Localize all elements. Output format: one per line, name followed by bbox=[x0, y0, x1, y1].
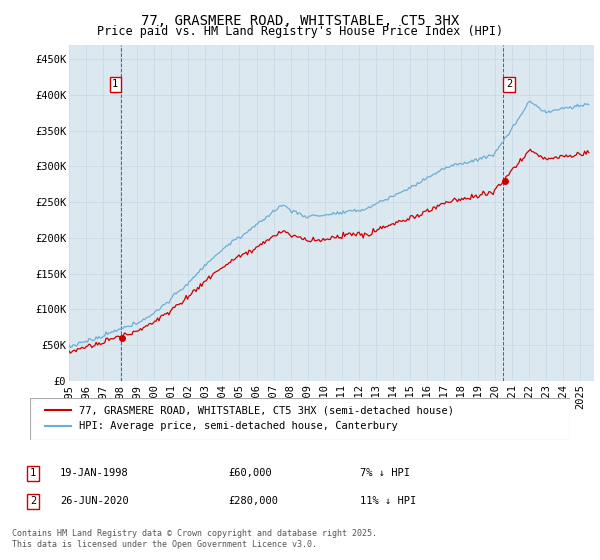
Text: 26-JUN-2020: 26-JUN-2020 bbox=[60, 496, 129, 506]
Text: Contains HM Land Registry data © Crown copyright and database right 2025.
This d: Contains HM Land Registry data © Crown c… bbox=[12, 529, 377, 549]
Text: 2: 2 bbox=[30, 496, 36, 506]
Text: 77, GRASMERE ROAD, WHITSTABLE, CT5 3HX: 77, GRASMERE ROAD, WHITSTABLE, CT5 3HX bbox=[141, 14, 459, 28]
Text: 19-JAN-1998: 19-JAN-1998 bbox=[60, 468, 129, 478]
Text: £60,000: £60,000 bbox=[228, 468, 272, 478]
Text: £280,000: £280,000 bbox=[228, 496, 278, 506]
Text: 1: 1 bbox=[30, 468, 36, 478]
Text: 7% ↓ HPI: 7% ↓ HPI bbox=[360, 468, 410, 478]
Text: Price paid vs. HM Land Registry's House Price Index (HPI): Price paid vs. HM Land Registry's House … bbox=[97, 25, 503, 38]
Legend: 77, GRASMERE ROAD, WHITSTABLE, CT5 3HX (semi-detached house), HPI: Average price: 77, GRASMERE ROAD, WHITSTABLE, CT5 3HX (… bbox=[41, 402, 458, 435]
Text: 1: 1 bbox=[112, 79, 118, 89]
Text: 11% ↓ HPI: 11% ↓ HPI bbox=[360, 496, 416, 506]
Text: 2: 2 bbox=[506, 79, 512, 89]
